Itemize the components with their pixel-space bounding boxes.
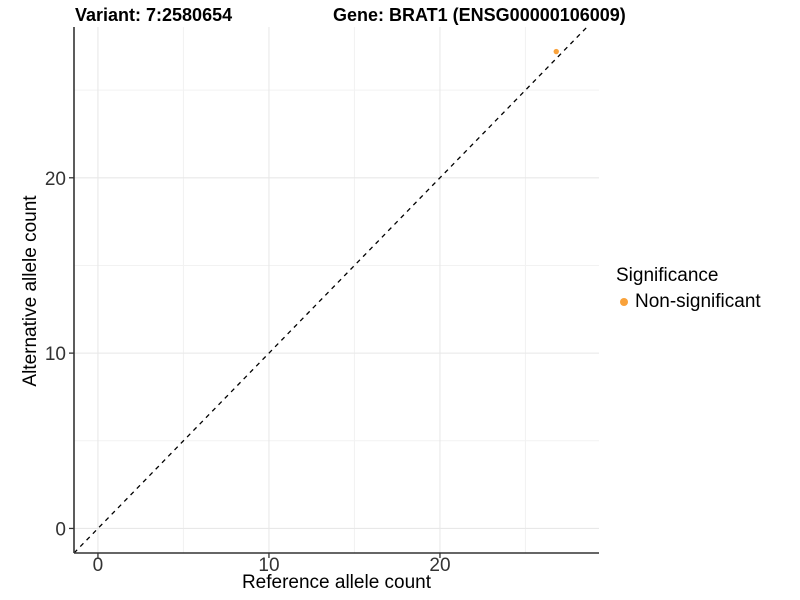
legend-title: Significance bbox=[616, 265, 719, 286]
x-axis-label: Reference allele count bbox=[241, 572, 432, 593]
legend-entry: Non-significant bbox=[616, 291, 761, 313]
plot-panel bbox=[74, 27, 599, 553]
x-tick-label: 20 bbox=[429, 555, 450, 576]
plot-title-variant: Variant: 7:2580654 bbox=[75, 5, 233, 25]
legend-entry-label: Non-significant bbox=[635, 291, 761, 312]
data-point bbox=[553, 48, 559, 55]
x-tick-label: 10 bbox=[258, 555, 279, 576]
legend-point-icon bbox=[620, 298, 628, 306]
y-axis-label: Alternative allele count bbox=[20, 195, 41, 387]
y-tick-label: 0 bbox=[55, 519, 66, 540]
y-tick-label: 10 bbox=[45, 344, 66, 365]
plot-title-gene: Gene: BRAT1 (ENSG00000106009) bbox=[333, 5, 626, 25]
x-tick-label: 0 bbox=[93, 555, 104, 576]
y-tick-label: 20 bbox=[45, 169, 66, 190]
identity-line bbox=[73, 26, 588, 554]
legend: Significance Non-significant bbox=[616, 265, 761, 313]
